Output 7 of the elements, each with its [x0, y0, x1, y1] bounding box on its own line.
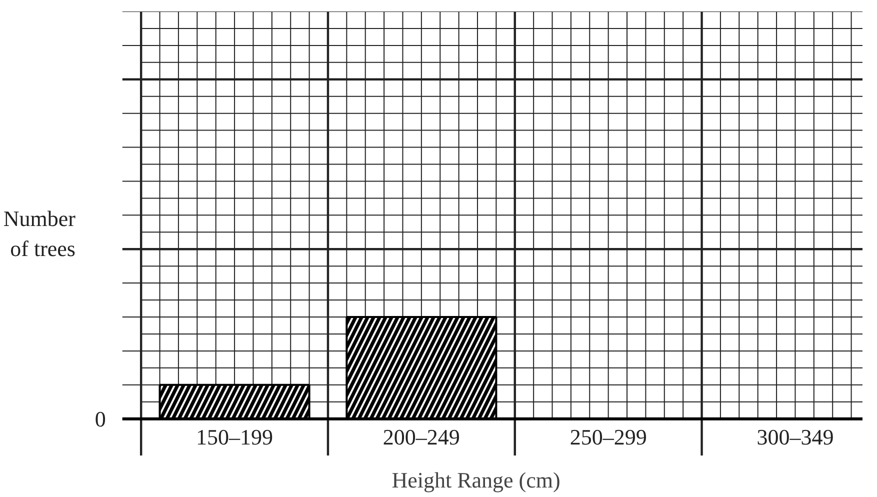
x-axis-title: Height Range (cm): [392, 468, 560, 492]
text: 0: [94, 406, 106, 432]
y-axis-title: Number of trees: [3, 206, 76, 261]
x-tick-label: 250–299: [570, 424, 647, 450]
x-tick-label: 150–199: [196, 424, 274, 450]
x-tick-label: 200–249: [382, 424, 460, 450]
x-tick-label: 300–349: [756, 424, 834, 450]
